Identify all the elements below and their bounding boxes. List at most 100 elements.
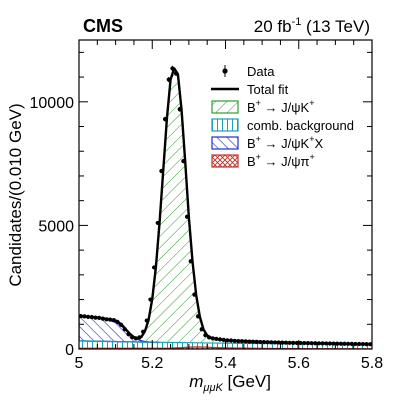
data-point bbox=[294, 340, 300, 346]
data-point bbox=[247, 339, 252, 344]
data-point bbox=[181, 159, 186, 164]
data-point bbox=[338, 341, 343, 346]
data-point bbox=[195, 314, 201, 319]
x-axis-unit: [GeV] bbox=[223, 372, 271, 391]
legend-label-part: Total fit bbox=[247, 82, 289, 97]
data-point bbox=[272, 340, 278, 345]
legend-label: B+ → J/ψπ+ bbox=[247, 152, 315, 169]
ticks-layer bbox=[78, 40, 373, 350]
legend-swatch bbox=[211, 118, 239, 132]
data-point bbox=[221, 337, 226, 342]
y-tick-label: 5000 bbox=[38, 218, 74, 235]
legend-item-data: Data bbox=[222, 64, 275, 79]
legend-swatch bbox=[211, 100, 239, 114]
y-tick-label: 10000 bbox=[30, 95, 75, 112]
legend-label-part: comb. background bbox=[247, 118, 354, 133]
data-point bbox=[225, 338, 230, 343]
data-point bbox=[159, 168, 164, 174]
data-point bbox=[122, 327, 127, 332]
data-point bbox=[298, 340, 303, 346]
experiment-label: CMS bbox=[83, 16, 123, 36]
data-point bbox=[217, 337, 223, 342]
legend-label: B+ → J/ψK+X bbox=[247, 134, 323, 151]
legend-label-part: + bbox=[309, 134, 314, 144]
legend-label-part: + bbox=[309, 98, 314, 108]
data-point bbox=[324, 341, 329, 346]
legend-label: B+ → J/ψK+ bbox=[247, 98, 314, 115]
data-point bbox=[368, 342, 372, 347]
data-point bbox=[137, 335, 142, 340]
data-point bbox=[89, 315, 94, 320]
data-point bbox=[115, 319, 120, 324]
luminosity-label: 20 fb-1 (13 TeV) bbox=[254, 16, 370, 36]
data-point bbox=[360, 341, 365, 347]
data-point bbox=[126, 332, 131, 337]
legend-label-part: Data bbox=[247, 64, 275, 79]
legend-label-part: → J/ψπ bbox=[261, 154, 310, 169]
data-point bbox=[342, 341, 347, 346]
data-point bbox=[177, 107, 182, 112]
data-point bbox=[353, 341, 358, 347]
legend-label: comb. background bbox=[247, 118, 354, 133]
data-point bbox=[313, 341, 318, 346]
data-point bbox=[243, 339, 248, 344]
data-point bbox=[269, 340, 274, 345]
x-tick-label: 5.8 bbox=[361, 355, 383, 372]
data-point bbox=[276, 340, 281, 345]
data-point bbox=[192, 292, 197, 297]
data-point bbox=[184, 214, 190, 219]
data-point bbox=[258, 339, 263, 345]
data-point bbox=[133, 336, 138, 341]
data-point bbox=[335, 341, 340, 346]
data-point bbox=[170, 66, 175, 71]
data-point bbox=[283, 340, 289, 345]
data-point bbox=[309, 341, 314, 346]
data-point bbox=[239, 339, 245, 344]
legend-marker bbox=[222, 68, 228, 74]
data-point bbox=[79, 314, 83, 319]
legend-label: Data bbox=[247, 64, 275, 79]
data-point bbox=[214, 336, 219, 341]
data-point bbox=[254, 339, 259, 344]
x-tick-label: 5.2 bbox=[141, 355, 163, 372]
data-point bbox=[203, 333, 208, 338]
data-point bbox=[82, 314, 87, 319]
y-axis-title: Candidates/(0.010 GeV) bbox=[6, 103, 25, 286]
x-axis-var: m bbox=[189, 372, 203, 391]
legend-label-part: X bbox=[314, 136, 323, 151]
data-point bbox=[162, 117, 168, 122]
legend-label-part: + bbox=[256, 98, 261, 108]
legend-item-comb: comb. background bbox=[211, 118, 354, 133]
data-point bbox=[130, 335, 135, 340]
plot-frame bbox=[78, 39, 373, 350]
data-point bbox=[199, 327, 204, 332]
data-point bbox=[265, 340, 270, 345]
data-point bbox=[151, 265, 157, 270]
legend-label-part: + bbox=[256, 134, 261, 144]
data-point bbox=[111, 317, 116, 323]
luminosity-superscript: -1 bbox=[292, 16, 302, 28]
x-axis-title: mμμK [GeV] bbox=[189, 372, 271, 394]
data-point bbox=[236, 338, 241, 344]
legend-label-part: B bbox=[247, 100, 256, 115]
data-point bbox=[331, 341, 336, 346]
data-point bbox=[155, 220, 160, 226]
data-point bbox=[97, 315, 102, 320]
data-point bbox=[316, 341, 321, 346]
x-tick-label: 5.6 bbox=[288, 355, 310, 372]
data-point bbox=[305, 341, 311, 346]
data-point bbox=[173, 71, 179, 76]
data-point bbox=[144, 318, 149, 323]
data-point bbox=[232, 338, 237, 343]
legend-item-fit: Total fit bbox=[211, 82, 289, 97]
legend-item-partial: B+ → J/ψK+X bbox=[211, 134, 323, 151]
tick-labels: 5 5.2 5.4 5.6 5.8 0 5000 10000 bbox=[30, 95, 384, 372]
luminosity-main: 20 fb bbox=[254, 17, 292, 36]
luminosity-rest: (13 TeV) bbox=[301, 17, 370, 36]
data-point bbox=[148, 297, 153, 302]
data-point bbox=[250, 339, 256, 344]
data-point bbox=[100, 316, 105, 321]
data-point bbox=[206, 335, 212, 340]
